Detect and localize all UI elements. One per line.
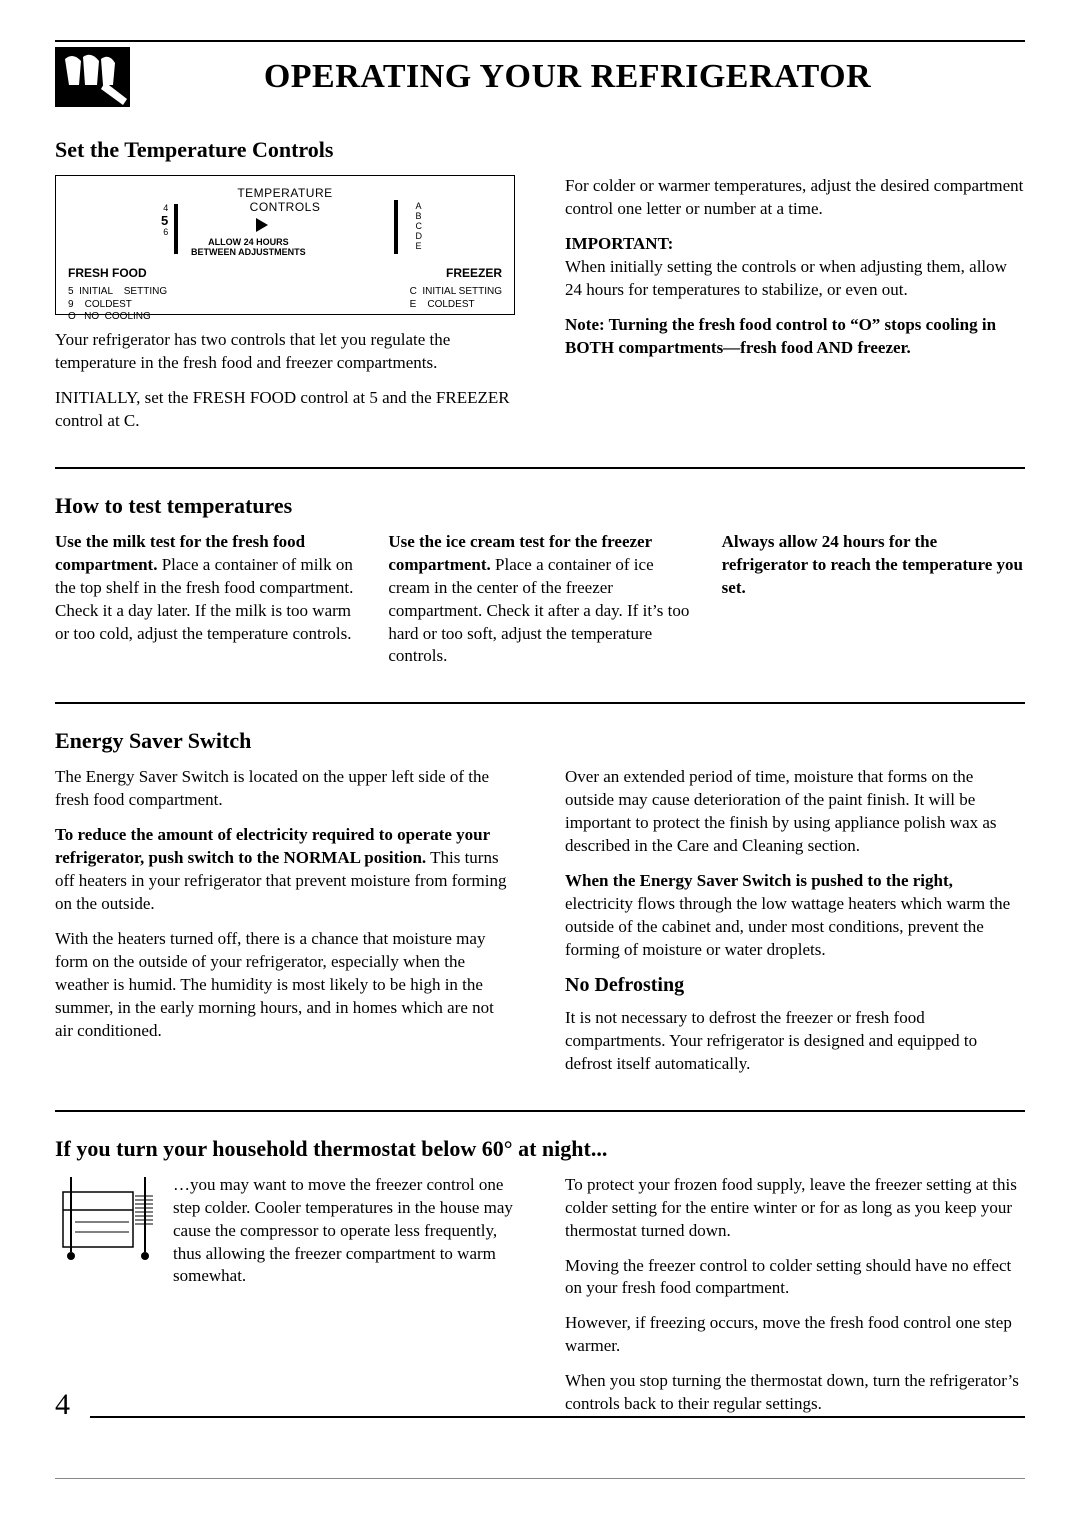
page-number: 4 xyxy=(55,1388,70,1422)
body-text: To protect your frozen food supply, leav… xyxy=(565,1174,1025,1243)
diagram-right-dial: ABCDE xyxy=(416,202,423,251)
body-text: Your refrigerator has two controls that … xyxy=(55,329,515,375)
page-title: OPERATING YOUR REFRIGERATOR xyxy=(170,58,1025,96)
bottom-thin-rule xyxy=(55,1478,1025,1479)
section-thermostat: …you may want to move the freezer contro… xyxy=(55,1174,1025,1416)
section-temperature: TEMPERATURE CONTROLS 456 ABCDE ALLOW 24 … xyxy=(55,175,1025,445)
logo-icon xyxy=(55,47,130,107)
diagram-allow-text: ALLOW 24 HOURS BETWEEN ADJUSTMENTS xyxy=(191,238,306,258)
note-text: Note: Turning the fresh food control to … xyxy=(565,314,1025,360)
top-rule xyxy=(55,40,1025,42)
diagram-label-right: FREEZER xyxy=(446,266,502,280)
body-text: …you may want to move the freezer contro… xyxy=(173,1174,515,1289)
body-text: With the heaters turned off, there is a … xyxy=(55,928,515,1043)
body-text: Moving the freezer control to colder set… xyxy=(565,1255,1025,1301)
diagram-arrow-icon xyxy=(256,218,270,235)
section-energy-saver: The Energy Saver Switch is located on th… xyxy=(55,766,1025,1087)
section-heading-test: How to test temperatures xyxy=(55,493,1025,519)
body-text: When you stop turning the thermostat dow… xyxy=(565,1370,1025,1416)
divider xyxy=(55,467,1025,469)
body-text: However, if freezing occurs, move the fr… xyxy=(565,1312,1025,1358)
divider xyxy=(55,1110,1025,1112)
diagram-label-left: FRESH FOOD xyxy=(68,266,147,280)
body-text: Over an extended period of time, moistur… xyxy=(565,766,1025,858)
diagram-legend-left: 5 INITIAL SETTING 9 COLDEST O NO COOLING xyxy=(68,286,167,324)
body-text: IMPORTANT: When initially setting the co… xyxy=(565,233,1025,302)
divider xyxy=(55,702,1025,704)
page-header: OPERATING YOUR REFRIGERATOR xyxy=(55,47,1025,107)
section-heading-energy: Energy Saver Switch xyxy=(55,728,1025,754)
diagram-title: TEMPERATURE CONTROLS xyxy=(68,186,502,214)
refrigerator-illustration-icon xyxy=(55,1174,155,1269)
body-text: For colder or warmer temperatures, adjus… xyxy=(565,175,1025,221)
body-text: Use the milk test for the fresh food com… xyxy=(55,531,358,646)
section-heading-nodefrost: No Defrosting xyxy=(565,974,1025,997)
body-text: The Energy Saver Switch is located on th… xyxy=(55,766,515,812)
body-text: When the Energy Saver Switch is pushed t… xyxy=(565,870,1025,962)
section-heading-temperature: Set the Temperature Controls xyxy=(55,137,1025,163)
body-text: Always allow 24 hours for the refrigerat… xyxy=(722,531,1025,600)
section-heading-thermostat: If you turn your household thermostat be… xyxy=(55,1136,1025,1162)
body-text: Use the ice cream test for the freezer c… xyxy=(388,531,691,669)
body-text: It is not necessary to defrost the freez… xyxy=(565,1007,1025,1076)
temperature-controls-diagram: TEMPERATURE CONTROLS 456 ABCDE ALLOW 24 … xyxy=(55,175,515,315)
important-label: IMPORTANT: xyxy=(565,234,673,253)
body-text: To reduce the amount of electricity requ… xyxy=(55,824,515,916)
body-text: INITIALLY, set the FRESH FOOD control at… xyxy=(55,387,515,433)
diagram-legend-right: C INITIAL SETTING E COLDEST xyxy=(410,286,502,324)
diagram-left-dial: 456 xyxy=(161,204,168,238)
section-test-temperatures: Use the milk test for the fresh food com… xyxy=(55,531,1025,681)
